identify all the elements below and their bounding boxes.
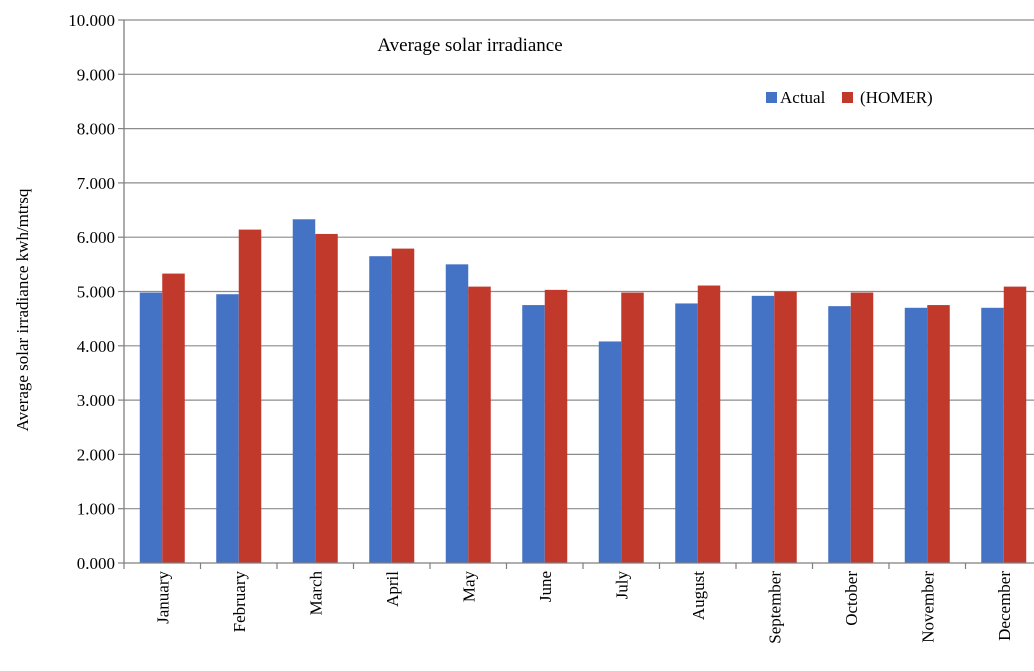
legend-label-actual: Actual xyxy=(780,88,826,107)
bar-homer-december xyxy=(1003,286,1027,563)
bar-homer-august xyxy=(697,285,721,563)
x-tick-label: September xyxy=(765,571,784,644)
y-tick-label: 4.000 xyxy=(77,337,115,356)
y-tick-label: 9.000 xyxy=(77,65,115,84)
y-tick-label: 3.000 xyxy=(77,391,115,410)
y-tick-label: 5.000 xyxy=(77,283,115,302)
bar-homer-june xyxy=(544,289,568,563)
x-tick-label: June xyxy=(536,571,555,602)
legend-label-homer: (HOMER) xyxy=(860,88,933,107)
bar-homer-january xyxy=(162,273,185,563)
bar-actual-june xyxy=(522,305,545,563)
bar-homer-march xyxy=(315,233,338,563)
bars xyxy=(139,219,1027,563)
x-tick-label: January xyxy=(153,571,172,624)
bar-actual-october xyxy=(828,306,851,563)
legend-swatch-actual xyxy=(766,92,777,103)
x-tick-label: November xyxy=(918,571,937,643)
y-tick-label: 10.000 xyxy=(68,11,115,30)
bar-actual-march xyxy=(292,219,316,563)
bar-actual-november xyxy=(904,307,928,563)
x-tick-label: December xyxy=(995,571,1014,641)
x-tick-label: May xyxy=(459,571,478,603)
bar-actual-september xyxy=(751,295,775,563)
bar-actual-april xyxy=(369,256,392,563)
bar-actual-august xyxy=(675,303,698,563)
bar-homer-may xyxy=(468,286,491,563)
x-tick-label: August xyxy=(689,571,708,620)
bar-homer-february xyxy=(238,229,262,563)
axes xyxy=(123,20,1034,569)
y-tick-label: 1.000 xyxy=(77,500,115,519)
legend-swatch-homer xyxy=(842,92,853,103)
bar-actual-january xyxy=(139,292,163,563)
x-tick-label: March xyxy=(306,571,325,616)
bar-actual-december xyxy=(981,307,1004,563)
x-tick-label: February xyxy=(230,571,249,633)
bar-actual-july xyxy=(598,341,622,563)
bar-homer-april xyxy=(391,248,415,563)
x-tick-label: April xyxy=(383,571,402,607)
y-tick-label: 6.000 xyxy=(77,228,115,247)
y-tick-label: 7.000 xyxy=(77,174,115,193)
bar-homer-september xyxy=(774,291,797,563)
y-tick-labels: 0.000 1.000 2.000 3.000 4.000 5.000 6.000 7.000… xyxy=(68,11,115,573)
bar-actual-may xyxy=(445,264,469,563)
y-tick-label: 0.000 xyxy=(77,554,115,573)
bar-actual-february xyxy=(216,294,239,563)
legend: Actual (HOMER) xyxy=(766,88,933,107)
bar-homer-october xyxy=(850,292,874,563)
x-tick-label: October xyxy=(842,571,861,626)
y-tick-label: 8.000 xyxy=(77,120,115,139)
x-tick-label: July xyxy=(612,571,631,600)
y-tick-label: 2.000 xyxy=(77,445,115,464)
y-axis-title: Average solar irradiance kwh/mtrsq xyxy=(13,188,32,431)
gridlines xyxy=(118,19,1034,564)
bar-homer-november xyxy=(927,305,950,563)
category-labels: January February March April May June July Augu… xyxy=(153,571,1014,644)
bar-homer-july xyxy=(621,292,644,563)
chart-title: Average solar irradiance xyxy=(377,35,562,56)
